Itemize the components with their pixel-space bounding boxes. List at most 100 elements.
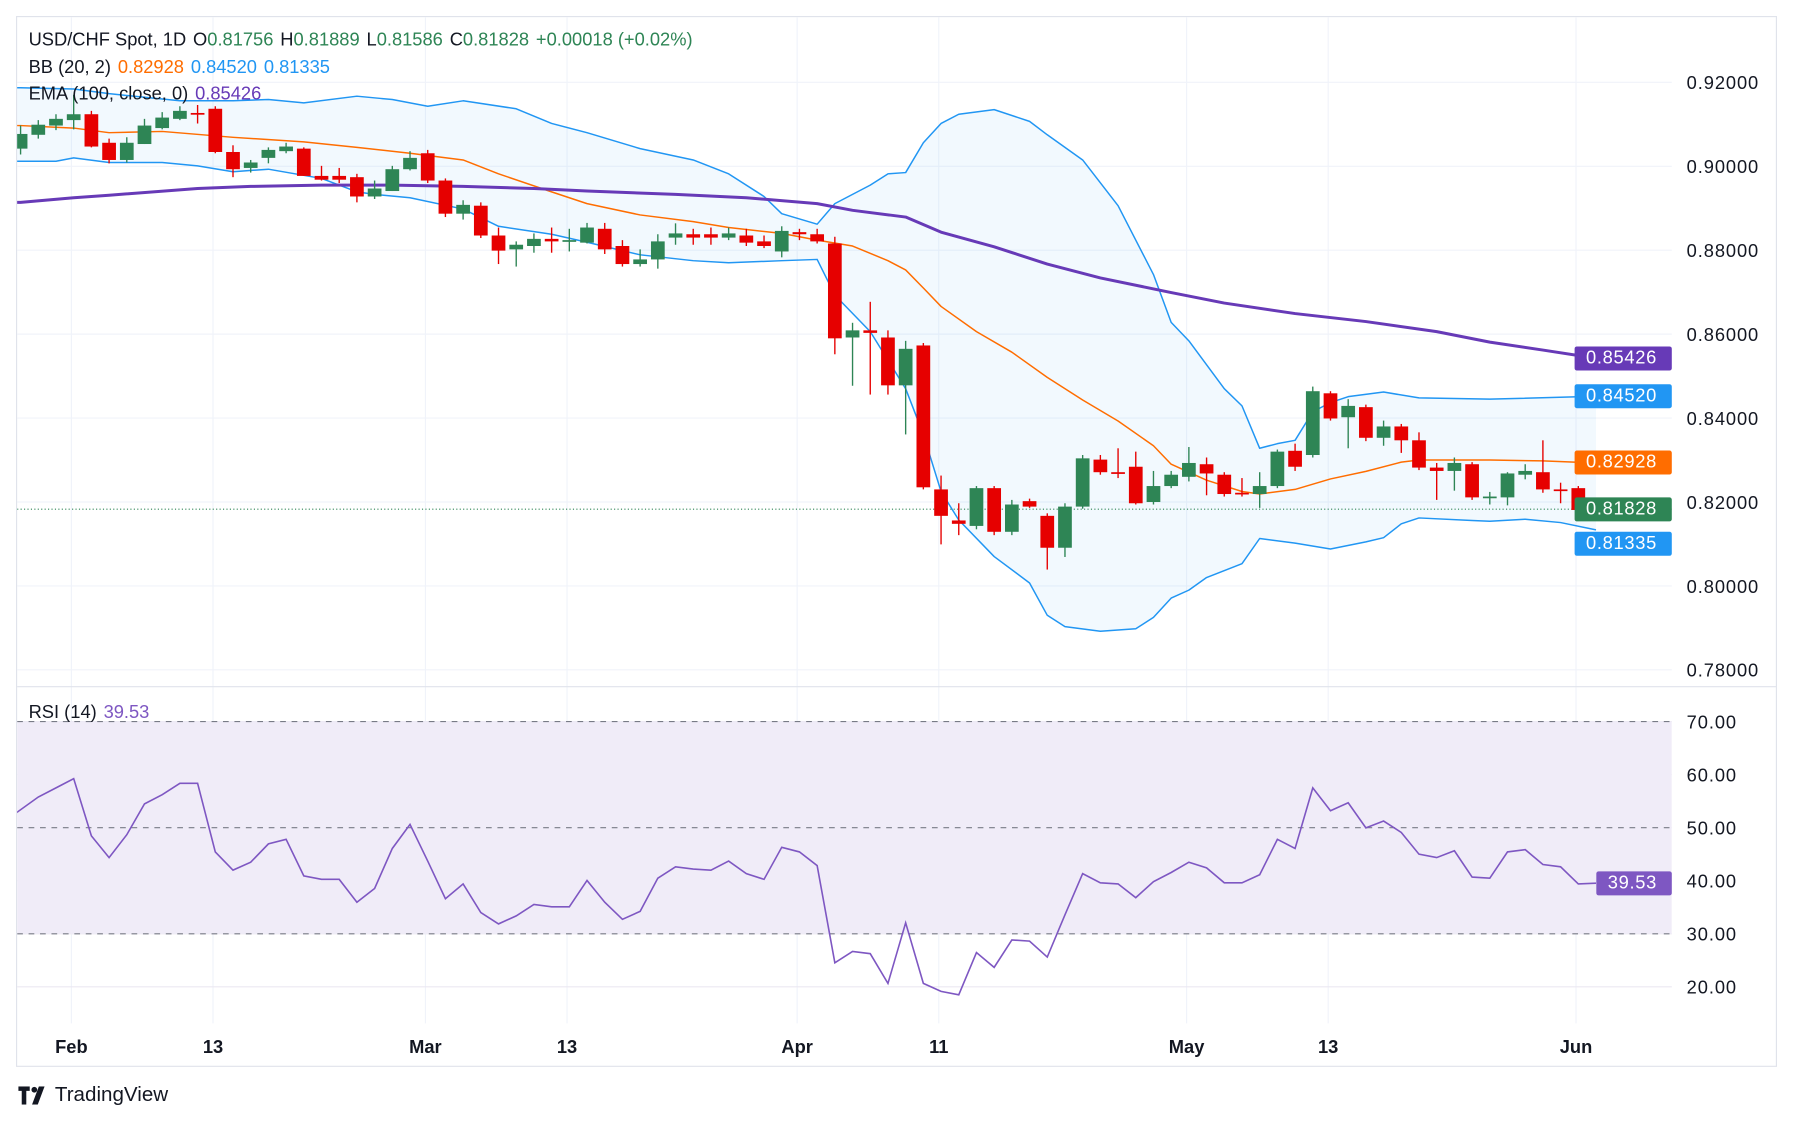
candle	[916, 342, 931, 490]
candle-body	[1359, 407, 1373, 438]
candle-body	[1447, 462, 1462, 471]
rsi-tick-label: 50.00	[1687, 818, 1737, 839]
candle	[792, 228, 807, 241]
candle	[1075, 454, 1090, 509]
candle	[757, 235, 771, 249]
candle-body	[633, 259, 647, 265]
candle-body	[739, 235, 754, 243]
candle	[1111, 448, 1125, 479]
candle-body	[1093, 459, 1108, 473]
candle	[827, 236, 842, 355]
candle-body	[208, 108, 223, 152]
candle	[633, 249, 647, 267]
candle-body	[350, 177, 364, 197]
candle-body	[1500, 473, 1515, 498]
candle	[597, 222, 612, 254]
candle-body	[1341, 405, 1356, 418]
candle	[562, 228, 577, 252]
candle-body	[155, 117, 170, 129]
candle-body	[1482, 496, 1497, 499]
ema-label[interactable]: EMA (100, close, 0)	[28, 84, 189, 105]
candle-body	[1164, 474, 1179, 487]
candle-body	[810, 234, 825, 242]
candle-body	[66, 114, 81, 121]
candle	[1040, 513, 1055, 570]
bb-label[interactable]: BB (20, 2)	[28, 58, 111, 78]
candle-body	[597, 228, 612, 250]
candle-body	[1429, 467, 1444, 471]
candle-body	[827, 243, 842, 339]
candle-body	[969, 488, 984, 526]
candle	[226, 145, 240, 178]
bb-basis-line	[17, 124, 1597, 495]
price-tick-label: 0.92000	[1687, 72, 1760, 93]
candle-body	[1518, 470, 1533, 475]
bb-lower-value: 0.81335	[263, 58, 330, 78]
time-tick-label: Apr	[781, 1036, 812, 1057]
candle	[1252, 472, 1267, 508]
candle	[1412, 432, 1426, 471]
bb-upper-price-badge: 0.84520	[1574, 384, 1672, 409]
rsi-line	[17, 777, 1597, 996]
candle	[845, 322, 860, 386]
candle-body	[1235, 492, 1249, 495]
candle-body	[1394, 426, 1409, 441]
candle-body	[1058, 506, 1072, 548]
candle	[1429, 462, 1444, 500]
candle-body	[704, 234, 718, 238]
bb-basis-value: 0.82928	[117, 58, 184, 78]
rsi-tick-label: 20.00	[1687, 977, 1737, 998]
candle-body	[1004, 504, 1019, 532]
rsi-label[interactable]: RSI (14)	[28, 703, 97, 723]
candle	[17, 125, 28, 155]
tradingview-logo-icon	[18, 1085, 45, 1105]
candle-body	[951, 520, 966, 524]
candle	[403, 151, 417, 171]
candle-body	[119, 142, 134, 160]
candle-body	[456, 204, 470, 214]
rsi-tick-label: 30.00	[1687, 924, 1737, 945]
ema-line	[17, 183, 1597, 360]
candle-body	[527, 238, 541, 247]
time-tick-label: 13	[203, 1036, 223, 1057]
time-tick-label: Feb	[55, 1036, 88, 1057]
candle	[881, 330, 895, 395]
candle	[137, 118, 152, 145]
candle-body	[84, 114, 99, 147]
rsi-tick-label: 40.00	[1687, 871, 1737, 892]
candle	[385, 165, 400, 192]
candle-body	[774, 230, 789, 252]
tradingview-logo[interactable]: TradingView	[18, 1083, 168, 1107]
candle	[1217, 472, 1232, 497]
candle	[721, 227, 736, 241]
candle-body	[1305, 391, 1320, 455]
candle-body	[1199, 464, 1214, 474]
candle	[1482, 491, 1497, 505]
candle	[296, 147, 311, 176]
ema-value: 0.85426	[195, 84, 262, 105]
candle	[1022, 498, 1037, 508]
candle-body	[580, 227, 594, 243]
rsi-value: 39.53	[103, 703, 150, 723]
candle-body	[1553, 489, 1568, 492]
candle	[1376, 420, 1391, 446]
symbol-title[interactable]: USD/CHF Spot, 1D	[28, 30, 187, 51]
candle	[314, 165, 329, 181]
price-pane	[17, 87, 1672, 632]
candle	[1270, 449, 1285, 489]
candle	[420, 149, 435, 184]
candle-body	[792, 232, 807, 235]
open-label: O	[193, 30, 208, 51]
time-tick-label: 11	[929, 1036, 948, 1057]
candle-body	[17, 133, 28, 149]
bb-lower-price-badge: 0.81335	[1574, 531, 1672, 556]
price-tick-label: 0.86000	[1687, 324, 1760, 345]
candle	[1058, 503, 1072, 557]
candle-body	[1128, 466, 1143, 504]
candle	[863, 301, 878, 395]
candle-body	[1536, 472, 1550, 490]
candle	[243, 159, 258, 173]
candle	[580, 222, 594, 244]
candle	[1518, 464, 1533, 480]
